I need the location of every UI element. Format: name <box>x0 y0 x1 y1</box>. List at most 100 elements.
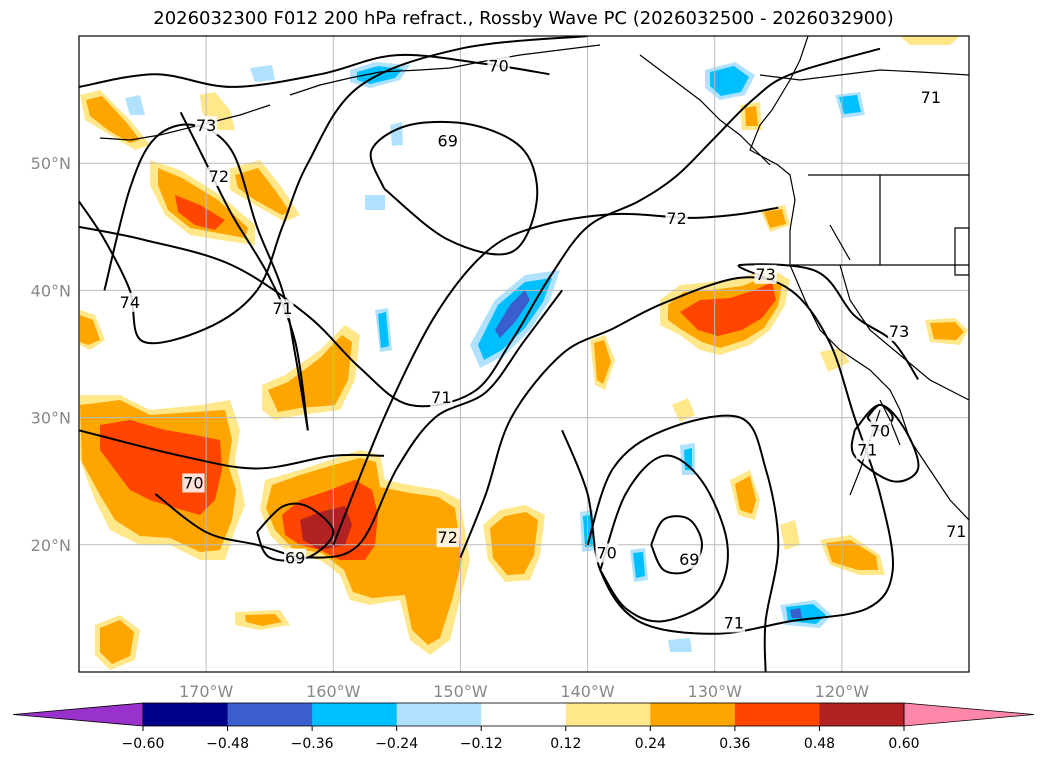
colorbar: −0.60 −0.48 −0.36 −0.24 −0.12 0.12 0.24 0.36 0.4… <box>12 702 1035 752</box>
contour-label: 71 <box>272 299 292 318</box>
colorbar-segment <box>734 703 820 726</box>
colorbar-tick-label: 0.48 <box>804 736 835 752</box>
contour-label-bg <box>182 473 205 493</box>
contour-label: 71 <box>921 88 941 107</box>
contour-label-bg <box>595 543 618 563</box>
colorbar-segment <box>650 703 736 726</box>
colorbar-tick-label: −0.36 <box>291 736 334 752</box>
contour-label-bg <box>887 322 911 342</box>
shading-patch <box>80 315 100 345</box>
shading-patch <box>672 398 695 422</box>
shading-patch <box>745 106 758 126</box>
shading-patch <box>839 95 861 114</box>
colorbar-outline <box>142 702 905 727</box>
contour-label-bg <box>271 299 294 319</box>
contour-label-bg <box>722 613 745 633</box>
contour-line <box>599 454 729 623</box>
contour-label: 72 <box>666 209 686 228</box>
shading-patch <box>710 66 749 96</box>
shading-patch <box>365 195 385 210</box>
shading-patch <box>268 335 352 412</box>
colorbar-segment <box>481 703 567 726</box>
contour-label-bg <box>678 549 701 569</box>
contour-label: 73 <box>196 116 216 135</box>
contour-label: 73 <box>889 322 909 341</box>
lon-tick-label: 170°W <box>179 682 234 701</box>
contour-label: 71 <box>724 613 744 632</box>
contour-label-bg <box>487 56 510 76</box>
contour-label-bg <box>194 116 218 136</box>
shading-patch <box>820 348 850 372</box>
contour-label: 73 <box>755 265 775 284</box>
lat-tick-label: 30°N <box>31 409 71 428</box>
contour-label-bg <box>436 528 459 548</box>
shading-patch <box>100 620 134 664</box>
lon-tick-label: 130°W <box>688 682 743 701</box>
contour-label-bg <box>207 166 231 186</box>
contour-line <box>586 414 780 672</box>
shading-patch <box>790 608 802 618</box>
contour-label: 70 <box>870 421 890 440</box>
contour-label: 71 <box>857 440 877 459</box>
lon-tick-label: 140°W <box>560 682 615 701</box>
colorbar-extend-low <box>12 702 144 727</box>
colorbar-tick-label: 0.12 <box>550 736 581 752</box>
contour-label-bg <box>283 548 307 568</box>
colorbar-segment <box>819 703 905 726</box>
coastline <box>99 104 271 141</box>
contour-label: 72 <box>209 167 229 186</box>
chart-title: 2026032300 F012 200 hPa refract., Rossby… <box>153 8 894 29</box>
colorbar-segment <box>565 703 651 726</box>
shading-patch <box>250 65 275 82</box>
coastline <box>289 44 601 96</box>
contour-label-bg <box>856 440 879 460</box>
lat-tick-label: 40°N <box>31 281 71 300</box>
colorbar-tick-label: −0.60 <box>122 736 165 752</box>
plot-frame <box>78 35 970 673</box>
contour-label: 71 <box>431 388 451 407</box>
contour-label: 72 <box>438 528 458 547</box>
contour-line <box>369 120 539 256</box>
shading-patch <box>633 552 645 578</box>
contour-lines <box>79 36 920 672</box>
contour-line <box>650 515 704 575</box>
contour-label: 69 <box>679 550 699 569</box>
shading-patch <box>668 638 692 652</box>
contour-line <box>154 289 563 559</box>
coastline <box>839 264 969 401</box>
shading-patch <box>235 168 290 215</box>
contour-line <box>179 111 309 431</box>
colorbar-extend-high <box>903 702 1035 727</box>
shading-patch <box>175 195 225 230</box>
shading-patch <box>86 96 140 143</box>
colorbar-tick-label: −0.12 <box>460 736 503 752</box>
contour-line <box>103 123 309 431</box>
shading-patch <box>125 95 145 115</box>
shading-patch <box>826 540 878 570</box>
colorbar-tick-label: 0.24 <box>635 736 666 752</box>
lon-tick-labels: 170°W 160°W 150°W 140°W 130°W 120°W <box>179 682 869 701</box>
shading-patch <box>300 506 352 550</box>
coastline <box>954 227 969 276</box>
shading-patch <box>735 476 756 514</box>
contour-line <box>79 53 550 88</box>
contour-label: 74 <box>120 293 140 312</box>
lat-tick-labels: 20°N 30°N 40°N 50°N <box>31 154 71 555</box>
contour-label-bg <box>436 131 459 151</box>
colorbar-segment <box>227 703 313 726</box>
contour-label-bg <box>754 264 777 284</box>
contour-line <box>79 36 588 345</box>
shading-patch <box>780 520 800 550</box>
colorbar-tick-label: −0.48 <box>206 736 249 752</box>
shading-patch <box>158 168 248 238</box>
lat-tick-label: 50°N <box>31 154 71 173</box>
shading-patch <box>764 209 786 228</box>
colorbar-tick-label: −0.24 <box>375 736 418 752</box>
contour-label: 71 <box>946 522 966 541</box>
contour-label: 70 <box>183 473 203 492</box>
shading-patch <box>378 312 389 348</box>
contour-label-bg <box>868 421 892 441</box>
coastline <box>829 224 851 261</box>
lat-tick-label: 20°N <box>31 536 71 555</box>
